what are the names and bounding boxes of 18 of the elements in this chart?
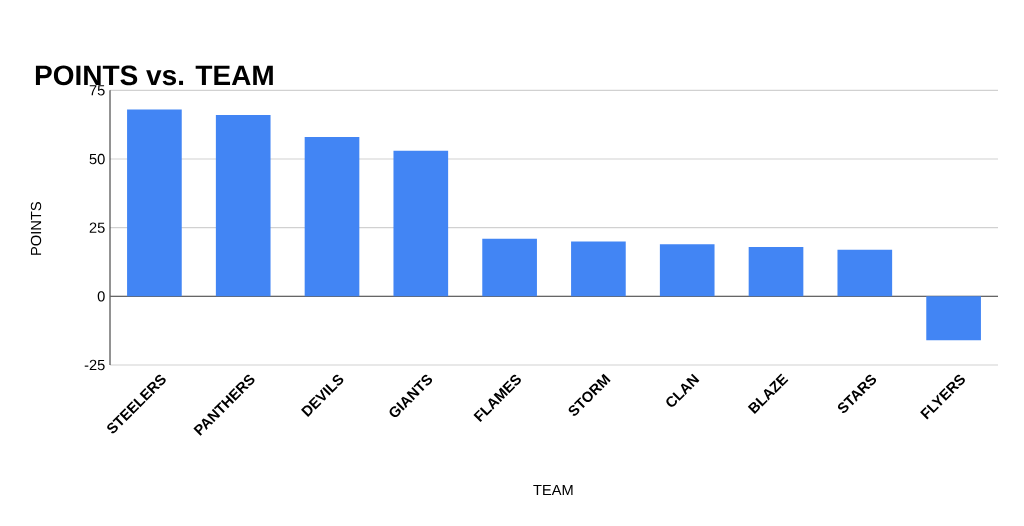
bar xyxy=(926,296,981,341)
y-tick-label: 50 xyxy=(89,153,105,165)
chart-title: POINTS vs. TEAM xyxy=(35,65,273,86)
bar xyxy=(393,150,449,297)
bar xyxy=(659,244,715,297)
bar xyxy=(748,246,804,297)
bar xyxy=(304,137,360,297)
y-tick-label: -25 xyxy=(84,359,105,371)
bar xyxy=(127,109,182,297)
bar xyxy=(837,249,893,297)
bar xyxy=(215,115,271,297)
y-axis-title: POINTS xyxy=(30,202,42,255)
y-tick-label: 0 xyxy=(97,291,105,302)
bar xyxy=(482,238,537,297)
y-tick-label: 75 xyxy=(89,85,105,96)
x-axis-title: TEAM xyxy=(533,484,573,496)
bar xyxy=(571,241,626,297)
y-tick-label: 25 xyxy=(89,222,105,233)
